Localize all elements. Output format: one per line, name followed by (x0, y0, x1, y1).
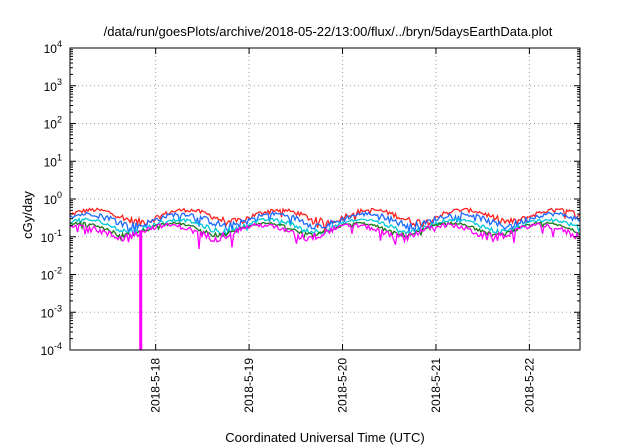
x-tick-label: 2018-5-19 (242, 358, 256, 413)
y-axis: 10-4 10-3 10-2 10-1 100 101 102 103 104 (41, 39, 580, 358)
series-line (69, 222, 581, 250)
y-tick-label: 104 (44, 39, 62, 56)
x-tick-label: 2018-5-21 (429, 358, 443, 413)
series-layer (69, 206, 581, 350)
x-tick-label: 2018-5-18 (149, 358, 163, 413)
y-tick-label: 10-2 (41, 266, 62, 283)
y-tick-label: 10-4 (41, 341, 62, 358)
x-tick-label: 2018-5-22 (522, 358, 536, 413)
grid (70, 48, 580, 350)
y-tick-label: 10-3 (41, 303, 62, 320)
x-tick-label: 2018-5-20 (336, 358, 350, 413)
y-tick-label: 100 (44, 190, 62, 207)
y-tick-label: 10-1 (41, 228, 62, 245)
x-axis: 2018-5-18 2018-5-19 2018-5-20 2018-5-21 2018… (149, 48, 536, 413)
chart-title: /data/run/goesPlots/archive/2018-05-22/1… (104, 24, 553, 39)
y-tick-label: 101 (44, 152, 62, 169)
x-axis-label: Coordinated Universal Time (UTC) (225, 430, 424, 445)
y-tick-label: 103 (44, 77, 62, 94)
y-tick-label: 102 (44, 115, 62, 132)
series-line (69, 210, 581, 234)
y-axis-label: cGy/day (20, 191, 35, 239)
